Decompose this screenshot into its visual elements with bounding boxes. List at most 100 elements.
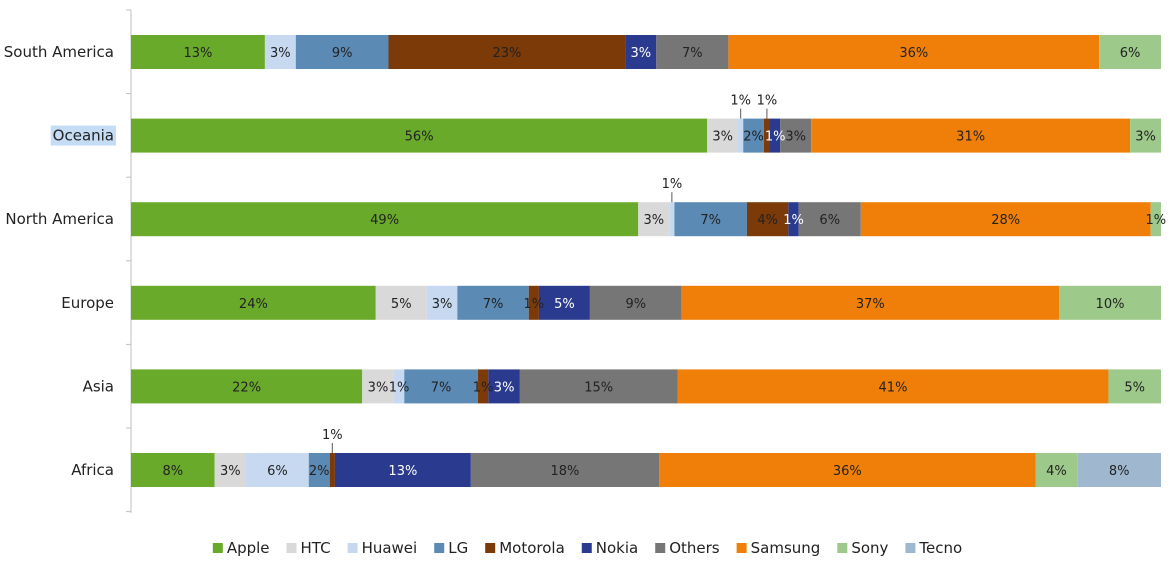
- bar-segment-asia-htc: [362, 369, 394, 404]
- legend-swatch-lg: [434, 543, 445, 553]
- bar-segment-south-america-motorola: [388, 35, 626, 69]
- data-label-oceania-others: 3%: [785, 130, 806, 145]
- bar-segment-africa-motorola: [329, 453, 335, 487]
- bar-segment-asia-others: [519, 369, 678, 404]
- legend-label-tecno: Tecno: [918, 539, 962, 557]
- legend-swatch-motorola: [485, 543, 496, 553]
- data-label-south-america-apple: 13%: [183, 46, 212, 61]
- data-label-north-america-samsung: 28%: [991, 213, 1020, 228]
- data-label-europe-lg: 7%: [483, 297, 504, 312]
- category-labels: South America Oceania North America Europe A…: [4, 43, 116, 479]
- bar-segment-asia-nokia: [488, 369, 520, 404]
- bar-segment-africa-others: [470, 453, 660, 487]
- data-label-asia-motorola: 1%: [473, 380, 494, 395]
- legend-label-apple: Apple: [227, 539, 270, 557]
- category-label-south-america: South America: [4, 43, 114, 61]
- data-label-europe-sony: 10%: [1096, 297, 1125, 312]
- bar-segment-asia-huawei: [393, 369, 405, 404]
- data-label-africa-huawei: 6%: [267, 464, 288, 479]
- data-label-africa-others: 18%: [551, 464, 580, 479]
- category-label-asia: Asia: [83, 377, 114, 395]
- bar-segment-europe-nokia: [538, 285, 590, 320]
- bar-segment-south-america-others: [656, 35, 729, 69]
- bar-segment-north-america-samsung: [860, 202, 1151, 237]
- legend-label-samsung: Samsung: [751, 539, 821, 557]
- data-label-asia-nokia: 3%: [494, 380, 515, 395]
- bar-segment-oceania-nokia: [769, 118, 781, 153]
- data-label-africa-tecno: 8%: [1109, 464, 1130, 479]
- segment-labels: 13% 3% 9% 23% 3% 7% 36% 6%56% 3% 2% 1% 3% 31% 3%49% 3%…: [163, 46, 1167, 479]
- data-label-asia-apple: 22%: [232, 380, 261, 395]
- bar-segment-europe-huawei: [426, 285, 458, 320]
- legend-swatch-htc: [286, 543, 297, 553]
- data-label-oceania-nokia: 1%: [765, 130, 786, 145]
- bar-segment-north-america-motorola: [746, 202, 789, 237]
- bar-segment-europe-samsung: [681, 285, 1060, 320]
- legend-swatch-samsung: [736, 543, 747, 553]
- bar-segment-oceania-htc: [707, 118, 739, 153]
- bar-segment-south-america-lg: [295, 35, 389, 69]
- data-label-asia-htc: 3%: [368, 380, 389, 395]
- bar-segment-oceania-apple: [131, 118, 708, 153]
- bar-segment-south-america-nokia: [625, 35, 657, 69]
- data-label-asia-huawei: 1%: [389, 380, 410, 395]
- data-label-europe-others: 9%: [625, 297, 646, 312]
- bar-segment-south-america-apple: [131, 35, 265, 69]
- bar-segment-asia-sony: [1108, 369, 1161, 404]
- data-label-europe-htc: 5%: [391, 297, 412, 312]
- bar-segment-oceania-motorola: [763, 118, 770, 153]
- data-label-africa-sony: 4%: [1046, 464, 1067, 479]
- bar-segment-asia-samsung: [677, 369, 1109, 404]
- bar-segment-north-america-sony: [1150, 202, 1161, 237]
- legend-swatch-nokia: [581, 543, 592, 553]
- data-label-europe-huawei: 3%: [432, 297, 453, 312]
- legend: Apple HTC Huawei LG Motorola Nokia Others Samsu…: [212, 539, 962, 557]
- bar-segment-oceania-others: [780, 118, 812, 153]
- bar-segment-europe-motorola: [528, 285, 539, 320]
- category-label-africa: Africa: [71, 461, 114, 479]
- data-label-oceania-sony: 3%: [1135, 130, 1156, 145]
- bar-segment-europe-htc: [375, 285, 427, 320]
- data-label-north-america-motorola: 4%: [757, 213, 778, 228]
- legend-label-huawei: Huawei: [362, 539, 418, 557]
- data-label-south-america-sony: 6%: [1120, 46, 1141, 61]
- legend-label-motorola: Motorola: [499, 539, 565, 557]
- bar-segment-north-america-apple: [131, 202, 639, 237]
- bar-segment-south-america-sony: [1099, 35, 1161, 69]
- bar-segment-africa-htc: [214, 453, 247, 487]
- legend-label-nokia: Nokia: [596, 539, 638, 557]
- callout-label-oceania-motorola: 1%: [757, 94, 778, 109]
- data-label-africa-lg: 2%: [309, 464, 330, 479]
- bar-segment-oceania-sony: [1130, 118, 1161, 153]
- category-label-north-america: North America: [5, 210, 114, 228]
- data-label-north-america-nokia: 1%: [783, 213, 804, 228]
- category-label-europe: Europe: [61, 294, 114, 312]
- callout-label-africa-motorola: 1%: [322, 428, 343, 443]
- data-label-asia-lg: 7%: [431, 380, 452, 395]
- bar-segment-africa-huawei: [246, 453, 309, 487]
- legend-label-htc: HTC: [301, 539, 331, 557]
- bar-segment-africa-apple: [131, 453, 215, 487]
- bar-segments: [131, 35, 1161, 487]
- data-label-africa-apple: 8%: [163, 464, 184, 479]
- bar-segment-south-america-samsung: [728, 35, 1100, 69]
- data-label-north-america-sony: 1%: [1146, 213, 1167, 228]
- data-label-europe-apple: 24%: [239, 297, 268, 312]
- bar-segment-asia-lg: [404, 369, 478, 404]
- bar-segment-north-america-lg: [674, 202, 747, 237]
- data-label-south-america-huawei: 3%: [270, 46, 291, 61]
- bar-segment-europe-apple: [131, 285, 376, 320]
- bar-segment-africa-nokia: [334, 453, 471, 487]
- bar-segment-africa-samsung: [659, 453, 1036, 487]
- callout-label-oceania-huawei: 1%: [730, 94, 751, 109]
- data-label-north-america-others: 6%: [819, 213, 840, 228]
- bar-segment-africa-sony: [1035, 453, 1078, 487]
- data-label-south-america-motorola: 23%: [492, 46, 521, 61]
- data-label-africa-nokia: 13%: [388, 464, 417, 479]
- bar-segment-north-america-huawei: [669, 202, 675, 237]
- legend-swatch-sony: [837, 543, 848, 553]
- category-highlight: [50, 125, 116, 146]
- data-label-south-america-lg: 9%: [332, 46, 353, 61]
- bar-segment-north-america-others: [798, 202, 861, 237]
- data-label-europe-motorola: 1%: [524, 297, 545, 312]
